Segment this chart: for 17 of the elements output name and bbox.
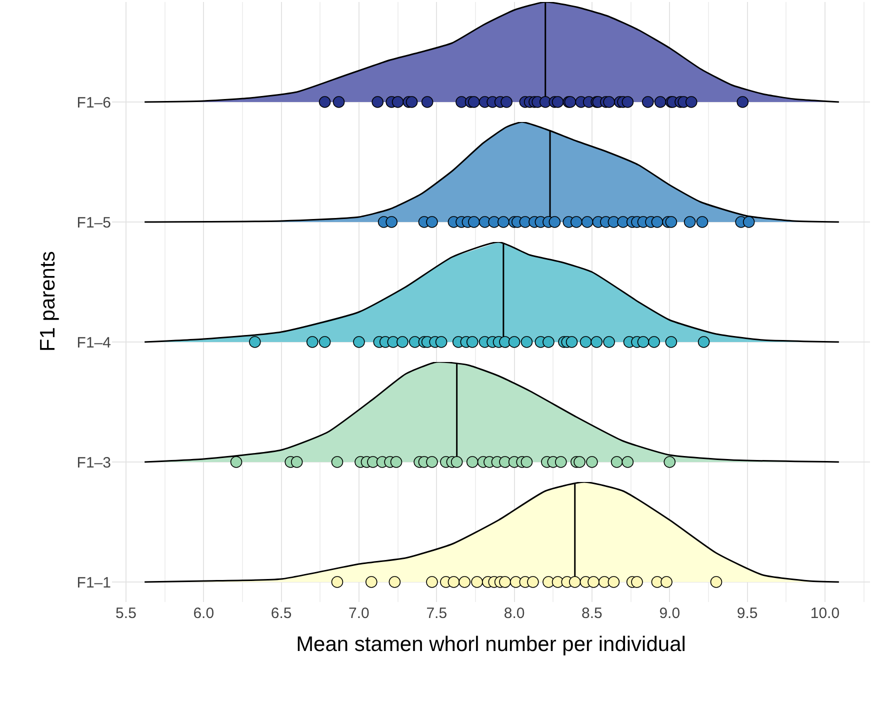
x-tick-label: 5.5	[116, 605, 136, 622]
x-tick-label: 7.5	[426, 605, 448, 622]
y-axis-title: F1–4	[76, 334, 111, 352]
text: F1 parents	[36, 251, 60, 352]
x-tick-label: 8.5	[582, 605, 602, 622]
x-axis-title: Mean stamen whorl number per individual	[296, 633, 686, 656]
x-tick-label: 10.0	[810, 605, 840, 622]
x-tick-label: 6.5	[270, 605, 292, 622]
x-tick-label: 9.0	[659, 605, 680, 622]
x-tick-label: 7.0	[348, 605, 370, 622]
x-tick-label: 9.5	[736, 605, 758, 622]
y-axis-title: F1–1	[76, 574, 111, 592]
x-tick-label: 8.0	[504, 605, 525, 622]
y-axis-title: F1–3	[76, 454, 111, 472]
y-axis-title: F1–5	[76, 214, 111, 232]
y-axis-title: F1–6	[76, 94, 111, 112]
x-tick-label: 6.0	[193, 605, 214, 622]
